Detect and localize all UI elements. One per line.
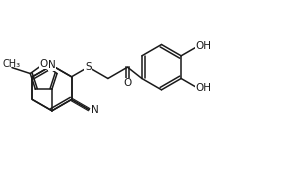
- Text: OH: OH: [196, 83, 212, 93]
- Text: O: O: [123, 78, 132, 88]
- Text: S: S: [85, 62, 91, 72]
- Text: CH₃: CH₃: [3, 59, 21, 69]
- Text: N: N: [91, 105, 99, 115]
- Text: OH: OH: [196, 41, 212, 51]
- Text: N: N: [48, 60, 56, 70]
- Text: O: O: [40, 59, 48, 69]
